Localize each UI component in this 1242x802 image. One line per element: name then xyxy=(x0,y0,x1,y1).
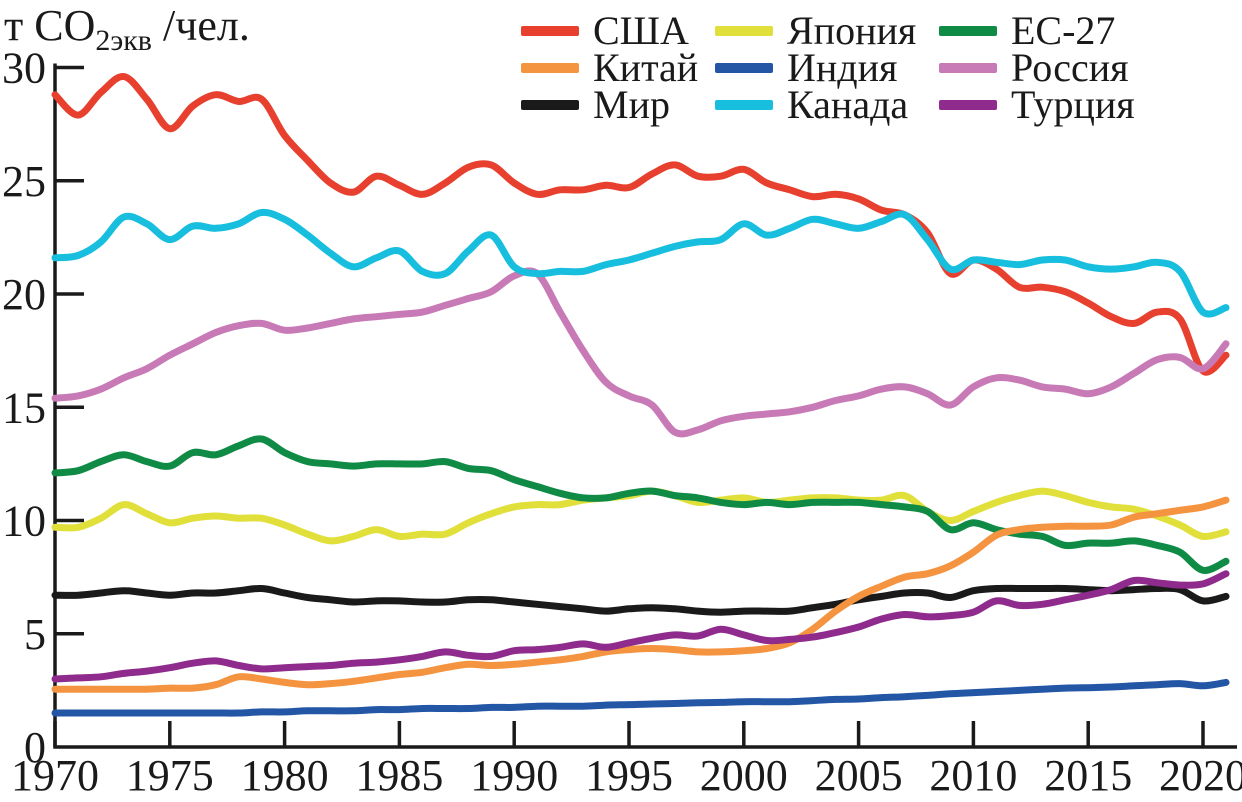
legend-label-world: Мир xyxy=(593,82,670,127)
legend-label-usa: США xyxy=(593,8,689,53)
unit-subscript: 2экв xyxy=(95,24,152,57)
legend-item-turkey: Турция xyxy=(939,82,1135,127)
legend-item-china: Китай xyxy=(521,45,715,90)
x-tick-label-2020: 2020 xyxy=(1159,751,1242,800)
legend-item-india: Индия xyxy=(715,45,939,90)
x-tick-label-1985: 1985 xyxy=(355,751,443,800)
y-tick-label-30: 30 xyxy=(2,44,46,93)
series-line-turkey xyxy=(51,570,1230,683)
x-tick-label-2015: 2015 xyxy=(1044,751,1132,800)
legend-label-russia: Россия xyxy=(1011,45,1129,90)
series-line-china xyxy=(51,496,1230,693)
legend-swatch-turkey xyxy=(939,99,997,110)
y-tick-label-10: 10 xyxy=(2,497,46,546)
legend-column-2: Япония Индия Канада xyxy=(715,8,939,127)
legend-swatch-world xyxy=(521,99,579,110)
x-tick-label-1980: 1980 xyxy=(241,751,329,800)
legend-swatch-china xyxy=(521,62,579,73)
y-tick-label-0: 0 xyxy=(24,723,46,772)
series-line-world xyxy=(51,584,1230,616)
y-tick-label-15: 15 xyxy=(2,383,46,432)
unit-suffix: /чел. xyxy=(151,1,250,50)
series-line-russia xyxy=(51,267,1230,438)
unit-prefix: т CO xyxy=(4,1,96,50)
series-line-japan xyxy=(51,487,1230,545)
y-tick-label-5: 5 xyxy=(24,610,46,659)
legend-label-eu27: ЕС-27 xyxy=(1011,8,1116,53)
legend-item-canada: Канада xyxy=(715,82,939,127)
x-tick-label-1990: 1990 xyxy=(470,751,558,800)
legend-label-india: Индия xyxy=(787,45,898,90)
legend-label-canada: Канада xyxy=(787,82,909,127)
x-tick-label-2010: 2010 xyxy=(929,751,1017,800)
legend: США Китай Мир Япония Индия Канада ЕС-27 Россия Т… xyxy=(521,8,1135,127)
legend-item-japan: Япония xyxy=(715,8,939,53)
x-tick-label-2005: 2005 xyxy=(815,751,903,800)
legend-swatch-japan xyxy=(715,25,773,36)
legend-item-world: Мир xyxy=(521,82,715,127)
y-tick-label-25: 25 xyxy=(2,157,46,206)
legend-label-china: Китай xyxy=(593,45,699,90)
series-line-canada xyxy=(51,208,1230,318)
legend-swatch-canada xyxy=(715,99,773,110)
legend-label-turkey: Турция xyxy=(1011,82,1135,127)
legend-item-eu27: ЕС-27 xyxy=(939,8,1135,53)
legend-column-1: США Китай Мир xyxy=(521,8,715,127)
legend-swatch-eu27 xyxy=(939,25,997,36)
series-line-eu27 xyxy=(51,435,1230,574)
legend-swatch-russia xyxy=(939,62,997,73)
x-tick-label-2000: 2000 xyxy=(700,751,788,800)
y-axis-unit-label: т CO2экв /чел. xyxy=(4,0,250,56)
series-line-india xyxy=(51,678,1230,717)
x-tick-label-1975: 1975 xyxy=(126,751,214,800)
legend-item-russia: Россия xyxy=(939,45,1135,90)
legend-swatch-usa xyxy=(521,25,579,36)
legend-label-japan: Япония xyxy=(787,8,917,53)
series-line-usa xyxy=(51,73,1230,376)
legend-swatch-india xyxy=(715,62,773,73)
x-tick-label-1995: 1995 xyxy=(585,751,673,800)
x-tick-label-1970: 1970 xyxy=(11,751,99,800)
legend-item-usa: США xyxy=(521,8,715,53)
y-tick-label-20: 20 xyxy=(2,270,46,319)
legend-column-3: ЕС-27 Россия Турция xyxy=(939,8,1135,127)
